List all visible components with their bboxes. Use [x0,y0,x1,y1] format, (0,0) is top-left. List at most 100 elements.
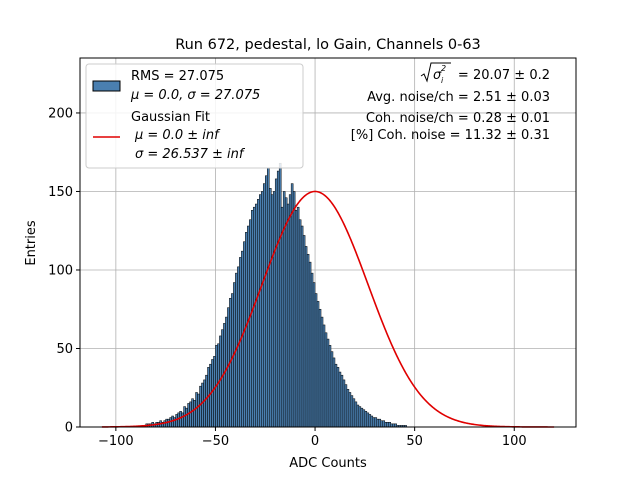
plot-frame [79,57,577,428]
histogram-bar [338,371,342,428]
histogram-bar [181,412,184,428]
histogram-bar [376,418,380,428]
x-tick-label: −50 [202,434,229,449]
histogram-bar [320,316,324,428]
histogram-bar [306,254,310,428]
svg-text:σ: σ [433,68,442,83]
histogram-bar [362,409,366,428]
histogram-bar [308,261,312,428]
svg-text:2: 2 [441,64,446,73]
histogram-bar [249,219,252,428]
chart-title: Run 672, pedestal, lo Gain, Channels 0-6… [175,37,481,53]
histogram-bar [328,345,332,428]
histogram-bar [358,406,362,428]
histogram-bar [266,167,270,428]
x-tick-label: 50 [406,434,423,449]
histogram-bar [253,206,256,428]
histogram-bar [300,225,304,428]
legend-fit-line2: μ = 0.0 ± inf [134,128,221,143]
svg-text:i: i [441,76,444,85]
histogram-bar [167,418,170,428]
histogram-bar [195,392,198,428]
y-tick-label: 50 [56,342,73,357]
histogram-bar [364,411,368,428]
y-tick-label: 0 [65,421,73,436]
histogram-bar [336,367,340,428]
histogram-bar [163,420,166,428]
y-tick-label: 100 [48,263,73,278]
histogram-bar [348,392,352,428]
histogram-bar [326,338,330,428]
histogram-bar [334,363,338,428]
histogram-bar [187,403,190,428]
histogram-bar [350,395,354,428]
histogram-bar [265,175,268,428]
histogram-bar [290,183,294,428]
histogram-bar [288,194,292,428]
histogram-bar [179,411,182,428]
noise-annotations: σ 2 i = 20.07 ± 0.2 Avg. noise/ch = 2.51… [351,62,550,143]
histogram-bar [324,332,328,428]
histogram-bar [197,393,200,428]
histogram-bar [276,170,280,428]
histogram-bar [310,272,314,428]
histogram-bar [372,417,376,428]
histogram-bar [292,191,296,428]
legend-fit-line3: σ = 26.537 ± inf [135,147,246,162]
histogram-bar [263,183,266,428]
histogram-bar [302,235,306,428]
histogram-bar [189,401,192,428]
histogram-bar [388,422,391,428]
histogram-bar [213,356,216,428]
x-tick-label: −100 [98,434,134,449]
histogram-bar [368,414,372,428]
legend: RMS = 27.075 μ = 0.0, σ = 27.075 Gaussia… [85,63,304,169]
histogram-bar [259,194,262,428]
y-tick-label: 200 [48,106,73,121]
histogram-bar [294,210,298,428]
histogram-bar [203,379,206,428]
histogram-bar [257,199,260,428]
histogram-bar [217,343,220,428]
histogram-bar [173,417,176,428]
histogram-bar [255,203,258,428]
histogram-bar [280,206,284,428]
histogram-bar [314,293,318,428]
histogram-bar [185,407,188,428]
histogram-bar [356,404,360,428]
histogram-bar [268,188,272,428]
histogram-bar [199,385,202,428]
histogram-bar [296,206,300,428]
histogram-bar [378,418,382,428]
histogram-bar [247,225,250,428]
histogram-bar [298,219,302,428]
histogram-bar [251,210,254,428]
histogram-bar [332,357,336,428]
y-tick-label: 150 [48,185,73,200]
legend-hist-swatch [92,80,121,92]
histogram-bar [386,422,390,428]
histogram-bar [340,374,344,428]
histogram-bar [261,191,264,428]
x-tick-label: 0 [311,434,319,449]
histogram-bar [366,412,370,428]
histogram-bar [286,203,290,428]
histogram-bar [272,191,276,428]
annotation-line2: Avg. noise/ch = 2.51 ± 0.03 [367,90,550,105]
histogram-bar [370,415,374,428]
histogram-bar [270,194,274,428]
histogram-bar [322,324,326,428]
y-axis-ticks: 0 50 100 150 200 [48,106,80,436]
gaussian-fit-curve [101,190,555,428]
histogram-bar [380,420,384,428]
x-axis-ticks: −100 −50 0 50 100 [98,427,527,449]
histogram-bar [316,301,320,428]
legend-fit-line1: Gaussian Fit [131,110,210,125]
y-axis-label: Entries [24,220,39,266]
histogram-bar [342,379,346,428]
histogram-bar [175,414,178,428]
histogram-bar [354,401,358,428]
histogram-bar [374,417,378,428]
annotation-line1: = 20.07 ± 0.2 [458,68,550,83]
